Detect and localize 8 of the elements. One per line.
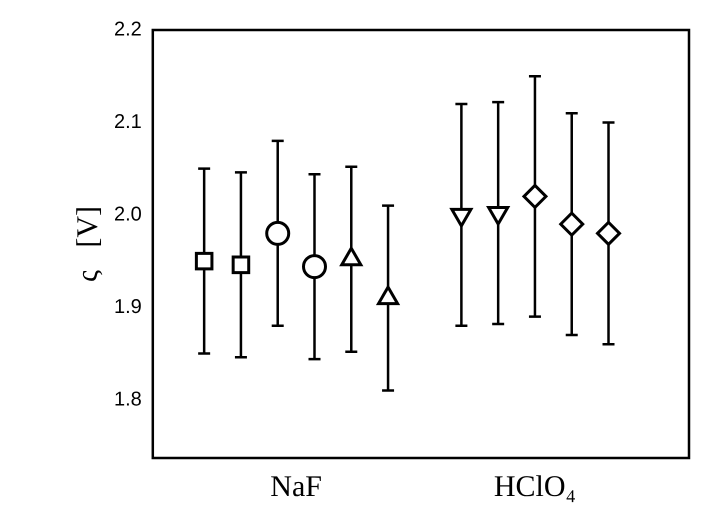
y-tick-label: 1.9: [114, 296, 142, 318]
y-tick-label: 2.1: [114, 110, 142, 133]
y-tick-label: 2.0: [114, 203, 142, 226]
x-tick-label: HClO₄: [494, 470, 576, 503]
y-tick-label: 1.8: [114, 388, 142, 410]
x-tick-label: NaF: [270, 470, 322, 503]
y-axis-title: ς [V]: [70, 206, 104, 282]
y-tick-label: 2.2: [114, 18, 142, 41]
